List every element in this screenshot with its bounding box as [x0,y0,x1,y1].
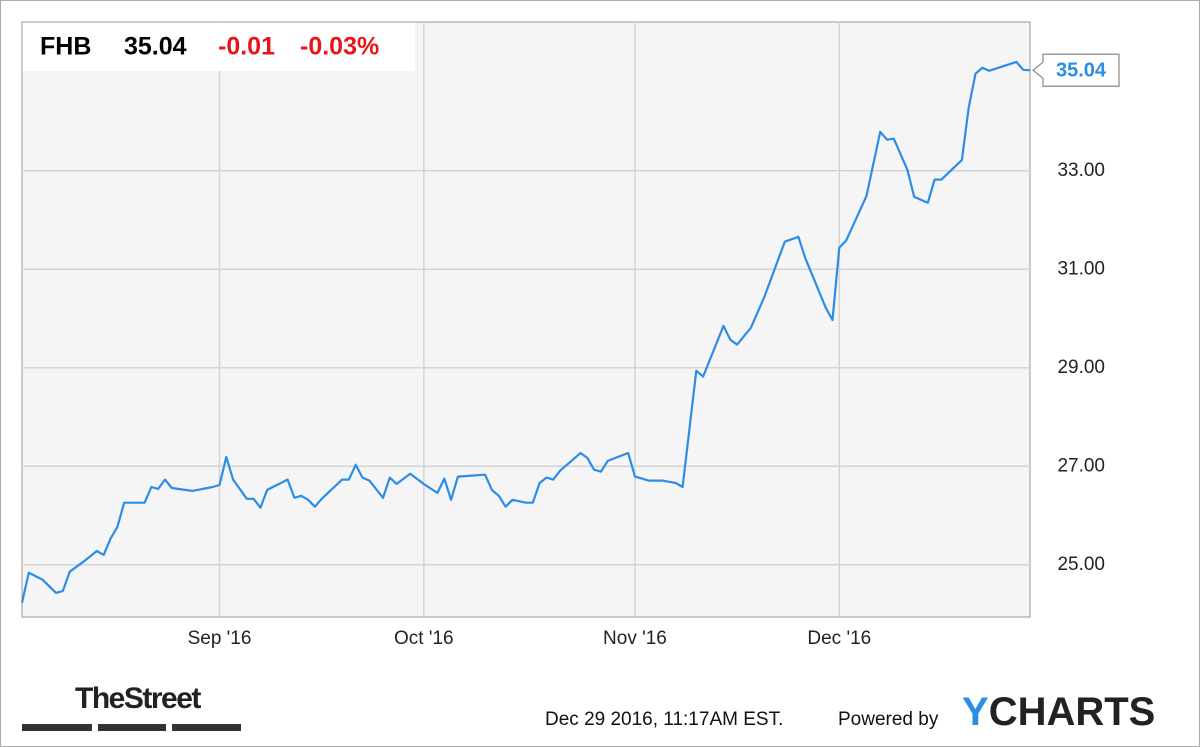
series [20,60,1031,603]
powered-by: Powered by [838,709,939,730]
plot-area [21,21,1031,618]
logo-bar [22,724,92,731]
x-tick-label: Dec '16 [807,628,871,649]
x-tick-label: Nov '16 [603,628,667,649]
price-line [20,60,1031,603]
brand: YCHARTS [962,690,1155,734]
last-value-callout [1032,53,1120,87]
y-tick-label: 31.00 [1057,258,1105,279]
brand-rest: CHARTS [989,690,1156,734]
x-tick-label: Oct '16 [394,628,454,649]
logo-bar [98,724,166,731]
brand-y: Y [962,690,989,734]
timestamp: Dec 29 2016, 11:17AM EST. [545,709,783,730]
y-tick-label: 29.00 [1057,357,1105,378]
grid [22,22,1030,617]
y-tick-label: 25.00 [1057,554,1105,575]
change-percent: -0.03% [300,33,379,61]
change: -0.01 [218,33,275,61]
header-box [23,23,415,71]
x-tick-label: Sep '16 [188,628,252,649]
logo-bar [172,724,241,731]
price: 35.04 [124,33,187,61]
y-tick-label: 27.00 [1057,455,1105,476]
last-value-label: 35.04 [1056,60,1107,82]
symbol: FHB [40,33,91,61]
logo: TheStreet [75,682,201,715]
y-tick-label: 33.00 [1057,160,1105,181]
